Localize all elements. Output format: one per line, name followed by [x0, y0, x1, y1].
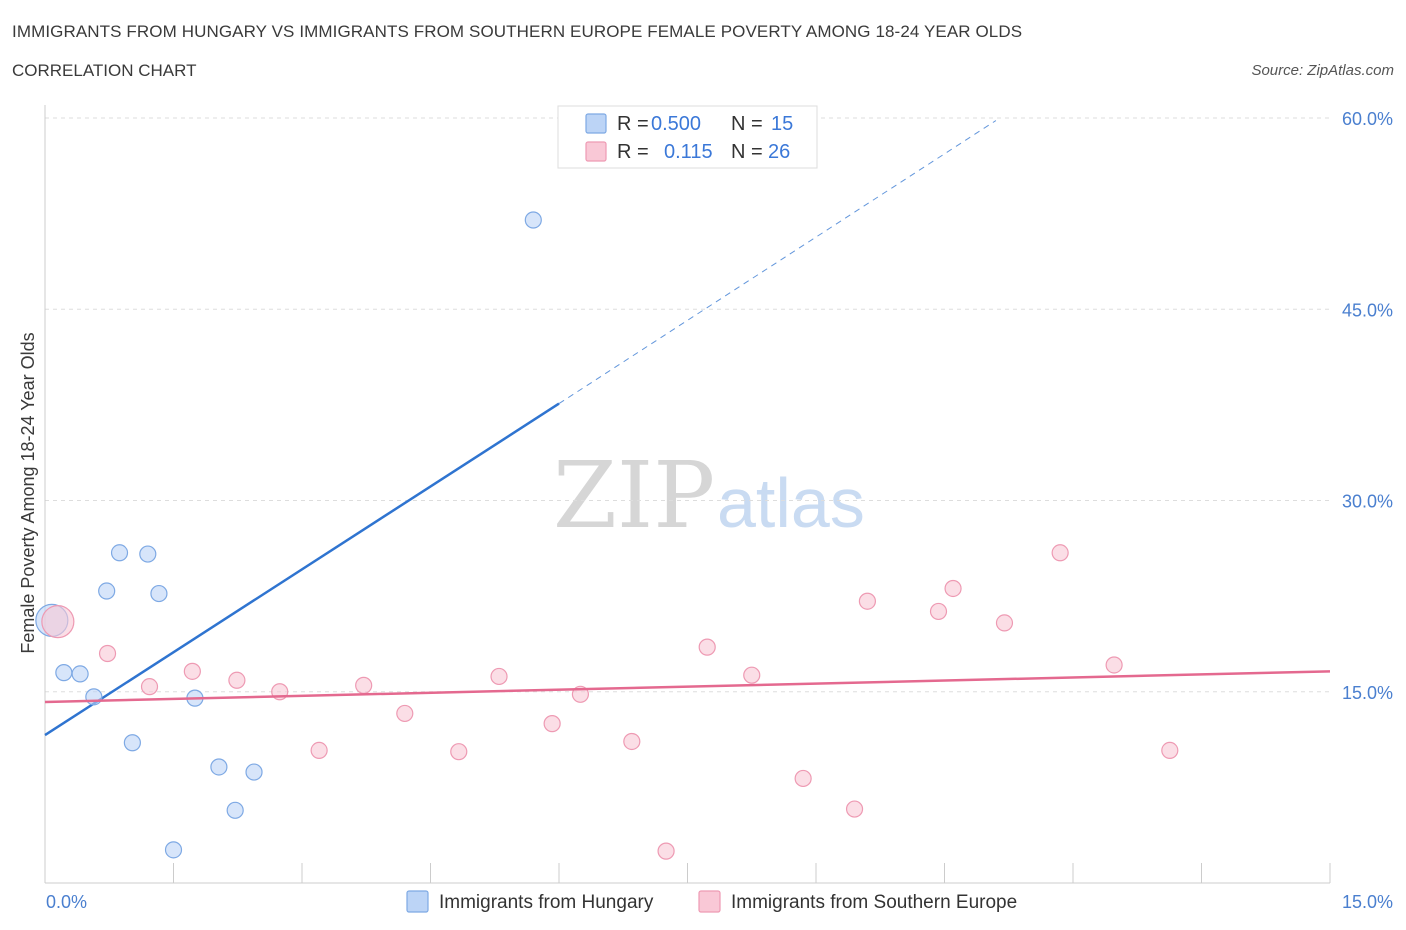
- legend-r-label-hungary: R =: [617, 113, 649, 135]
- point-hungary: [85, 688, 103, 706]
- point-southern: [995, 614, 1014, 632]
- point-hungary: [123, 734, 141, 752]
- watermark-zip: ZIP: [553, 442, 715, 549]
- y-axis-label: Female Poverty Among 18-24 Year Olds: [18, 332, 38, 653]
- point-southern: [845, 800, 864, 818]
- point-southern: [140, 678, 159, 696]
- point-southern: [450, 743, 468, 761]
- trend-line-hungary: [44, 402, 560, 737]
- y-tick-label: 30.0%: [1342, 492, 1393, 512]
- point-southern: [657, 842, 675, 860]
- point-hungary: [226, 801, 244, 819]
- watermark-atlas: atlas: [717, 464, 865, 542]
- trend-line-hungary-extension: [558, 120, 997, 405]
- point-southern: [698, 638, 716, 656]
- point-hungary: [210, 758, 228, 776]
- point-southern: [623, 732, 641, 751]
- chart-title: IMMIGRANTS FROM HUNGARY VS IMMIGRANTS FR…: [12, 22, 1023, 41]
- legend-swatch-hungary: [585, 113, 607, 134]
- y-tick-label: 60.0%: [1342, 109, 1393, 129]
- point-hungary: [245, 763, 263, 781]
- y-tick-label: 45.0%: [1342, 300, 1393, 320]
- grid: [45, 117, 1330, 693]
- point-southern: [944, 579, 962, 598]
- point-hungary: [55, 664, 73, 682]
- point-hungary: [139, 545, 157, 563]
- data-points: [35, 211, 1179, 860]
- point-hungary: [98, 582, 116, 600]
- point-southern: [355, 676, 373, 694]
- point-southern: [929, 602, 948, 621]
- x-tick-label-0: 0.0%: [46, 892, 87, 912]
- point-southern: [183, 662, 201, 680]
- legend-r-value-southern: 0.115: [664, 141, 713, 163]
- point-southern: [794, 769, 812, 788]
- legend-n-label-hungary: N =: [731, 113, 763, 135]
- point-southern: [98, 644, 117, 663]
- point-southern: [490, 667, 508, 686]
- point-southern: [858, 592, 877, 610]
- trend-lines: [44, 120, 997, 737]
- bottom-legend-swatch-southern: [698, 890, 721, 913]
- axes: 15.0% 30.0% 45.0% 60.0%: [44, 105, 1393, 884]
- point-southern: [310, 741, 328, 760]
- legend-n-label-southern: N =: [731, 141, 763, 163]
- point-hungary: [524, 211, 542, 229]
- point-hungary: [71, 665, 89, 683]
- trend-line-southern: [44, 670, 1331, 704]
- y-tick-label: 15.0%: [1342, 683, 1393, 703]
- point-southern: [396, 704, 414, 723]
- chart-subtitle: CORRELATION CHART: [12, 61, 197, 80]
- source-note: Source: ZipAtlas.com: [1251, 62, 1394, 79]
- point-hungary: [110, 544, 129, 562]
- point-hungary: [164, 841, 183, 859]
- point-southern: [1161, 741, 1179, 760]
- bottom-legend-swatch-hungary: [406, 890, 429, 913]
- point-southern: [1105, 656, 1123, 674]
- point-southern: [543, 715, 561, 733]
- legend-n-value-hungary: 15: [771, 113, 793, 135]
- point-hungary: [150, 584, 168, 603]
- legend-r-label-southern: R =: [617, 141, 649, 163]
- legend-r-value-hungary: 0.500: [651, 113, 701, 135]
- watermark: ZIP atlas: [553, 442, 865, 549]
- point-southern: [228, 671, 246, 689]
- point-southern: [41, 605, 75, 639]
- bottom-legend: Immigrants from Hungary Immigrants from …: [406, 890, 1017, 913]
- point-southern: [1051, 544, 1069, 562]
- bottom-legend-label-southern: Immigrants from Southern Europe: [731, 892, 1017, 913]
- legend-n-value-southern: 26: [768, 141, 790, 163]
- legend-swatch-southern: [585, 141, 607, 162]
- bottom-legend-label-hungary: Immigrants from Hungary: [439, 892, 654, 913]
- legend: R = 0.500 N = 15 R = 0.115 N = 26: [557, 105, 818, 169]
- point-southern: [743, 666, 761, 684]
- x-tick-label-1: 15.0%: [1342, 892, 1393, 912]
